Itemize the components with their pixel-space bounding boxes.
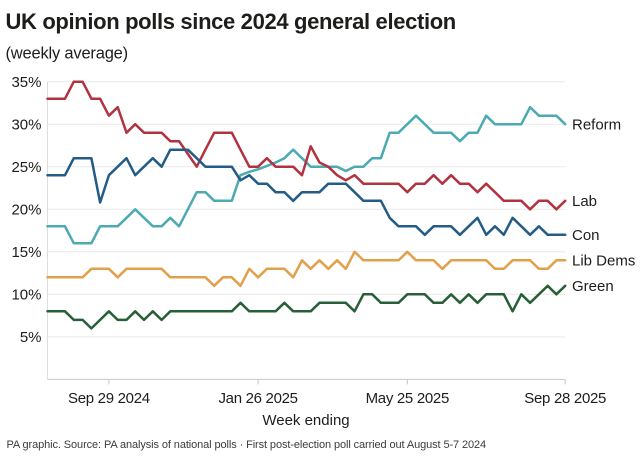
svg-text:Week ending: Week ending — [262, 412, 349, 429]
svg-text:(weekly average): (weekly average) — [6, 45, 128, 63]
svg-text:10%: 10% — [11, 287, 41, 304]
svg-text:UK opinion polls since 2024 ge: UK opinion polls since 2024 general elec… — [6, 9, 456, 34]
svg-text:Jan 26 2025: Jan 26 2025 — [218, 390, 297, 407]
svg-text:May 25 2025: May 25 2025 — [366, 390, 449, 407]
svg-text:25%: 25% — [11, 159, 41, 176]
svg-text:Lib Dems: Lib Dems — [572, 253, 635, 270]
svg-text:5%: 5% — [20, 329, 42, 346]
svg-text:35%: 35% — [11, 74, 41, 91]
svg-text:15%: 15% — [11, 244, 41, 261]
svg-text:Reform: Reform — [572, 116, 621, 133]
svg-text:Green: Green — [572, 278, 614, 295]
svg-text:30%: 30% — [11, 116, 41, 133]
svg-text:PA graphic. Source: PA analysi: PA graphic. Source: PA analysis of natio… — [7, 439, 487, 451]
svg-text:Lab: Lab — [572, 193, 597, 210]
svg-text:Sep 28 2025: Sep 28 2025 — [524, 390, 606, 407]
svg-text:Sep 29 2024: Sep 29 2024 — [68, 390, 150, 407]
svg-text:Con: Con — [572, 227, 600, 244]
svg-text:20%: 20% — [11, 202, 41, 219]
